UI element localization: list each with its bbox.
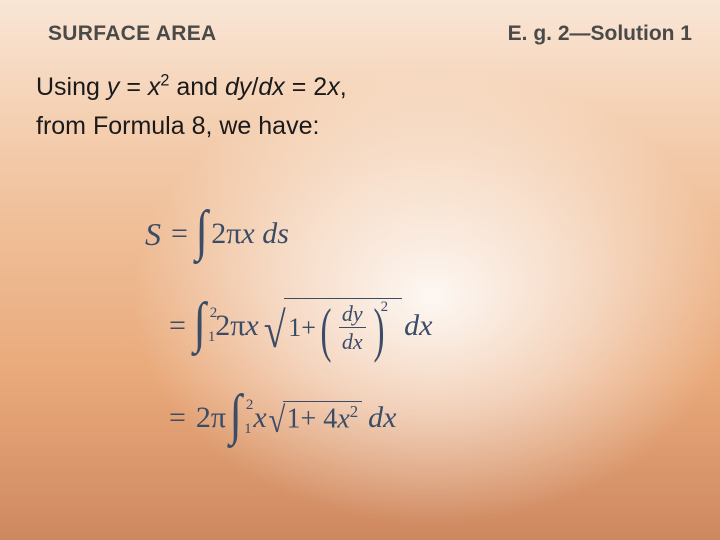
int-symbol-2: ∫ [193,307,205,341]
sym-S: S [145,216,161,253]
int-upper-2: 2 [210,305,218,322]
var-x-f2: x [245,309,258,342]
formula-line-1: S = ∫ 2πx ds [145,195,432,273]
radical-3: √ [268,411,285,429]
body-line-2: from Formula 8, we have: [36,107,347,146]
lparen: ( [320,312,331,348]
int-lower-2: 1 [208,329,216,346]
int-symbol-3: ∫ [230,399,242,433]
var-dx-3: dx [368,401,396,435]
integral-2: ∫ 2 1 [192,307,209,346]
txt-1plus: 1+ [288,313,316,343]
int-lower-3: 1 [244,421,252,438]
body-text: Using y = x2 and dy/dx = 2x, from Formul… [36,68,347,146]
var-x2: x [327,73,340,101]
var-dx: dx [258,73,284,101]
frac-dydx: dy dx [339,302,366,353]
under-root-2: 1+ ( dy dx )2 [284,298,402,354]
var-x: x [148,73,161,101]
var-x-f1: x [241,217,254,250]
txt-eq1: = [119,73,148,101]
sqrt-2: √ 1+ ( dy dx )2 [261,298,402,354]
integral-3: ∫ 2 1 [228,399,245,438]
var-ds: ds [262,217,289,250]
txt-using: Using [36,73,107,101]
var-x-f3: x [253,401,266,435]
txt-inner-a: 1+ 4 [287,403,338,434]
under-root-3: 1+ 4x2 [283,401,363,435]
sym-eq-3: = [169,401,186,435]
example-ref: E. g. 2—Solution 1 [508,22,692,46]
sqrt-3: √ 1+ 4x2 [267,401,362,435]
body-line-1: Using y = x2 and dy/dx = 2x, [36,68,347,107]
txt-2pi-2: 2π [215,309,245,342]
formula-block: S = ∫ 2πx ds = ∫ 2 1 2πx √ 1+ [145,195,432,457]
var-x-inner: x [337,403,349,434]
var-dy: dy [225,73,251,101]
frac-den: dx [339,330,366,353]
sup-inner: 2 [350,402,358,421]
txt-2pi-1: 2π [211,217,241,250]
txt-2pi-3: 2π [196,401,226,435]
radical-2: √ [263,318,285,343]
txt-eq2: = 2 [285,73,327,101]
txt-1plus4: 1+ 4x2 [287,402,359,435]
sym-eq-2: = [169,309,186,343]
formula-line-3: = 2π ∫ 2 1 x √ 1+ 4x2 dx [167,379,432,457]
integral-1: ∫ [194,215,211,254]
frac-num: dy [339,302,366,325]
var-y: y [107,73,120,101]
term-2pix-2: 2πx [215,309,258,343]
formula-line-2: = ∫ 2 1 2πx √ 1+ ( dy dx )2 [167,287,432,365]
int-upper-3: 2 [246,397,254,414]
sym-eq-1: = [171,217,188,251]
txt-comma: , [340,73,347,101]
slide: SURFACE AREA E. g. 2—Solution 1 Using y … [0,0,720,540]
txt-and: and [169,73,225,101]
section-title: SURFACE AREA [48,22,217,46]
var-dx-2: dx [404,309,432,343]
frac-bar [339,327,366,328]
paren-pow: 2 [381,299,389,316]
int-symbol-1: ∫ [195,215,207,249]
term-2pi-1: 2πx ds [211,217,289,251]
rparen: ) [373,312,384,348]
